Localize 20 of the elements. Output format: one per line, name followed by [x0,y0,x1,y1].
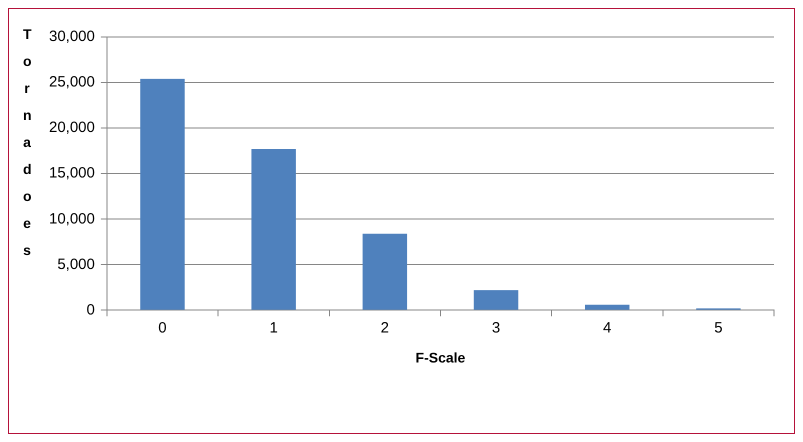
bar [474,290,518,310]
bar [362,234,408,310]
y-tick-label: 10,000 [48,210,95,228]
text: Tornadoes [23,26,32,258]
y-tick-label: 0 [86,301,95,318]
bar [584,304,630,310]
bar [251,149,296,310]
x-tick-label: 2 [380,319,390,336]
x-tick-label: 4 [603,319,612,336]
x-tick-label: 0 [158,319,167,336]
bar [140,78,185,310]
x-axis-title: F-Scale [416,349,466,366]
y-tick-label: 5,000 [57,256,95,273]
y-tick-label: 25,000 [48,74,95,91]
y-tick-label: 30,000 [48,28,95,46]
x-tick-label: 5 [714,319,723,336]
y-tick-label: 20,000 [48,119,95,136]
x-tick-label: 1 [269,319,278,336]
y-tick-label: 15,000 [48,164,95,182]
x-tick-label: 3 [492,319,500,336]
